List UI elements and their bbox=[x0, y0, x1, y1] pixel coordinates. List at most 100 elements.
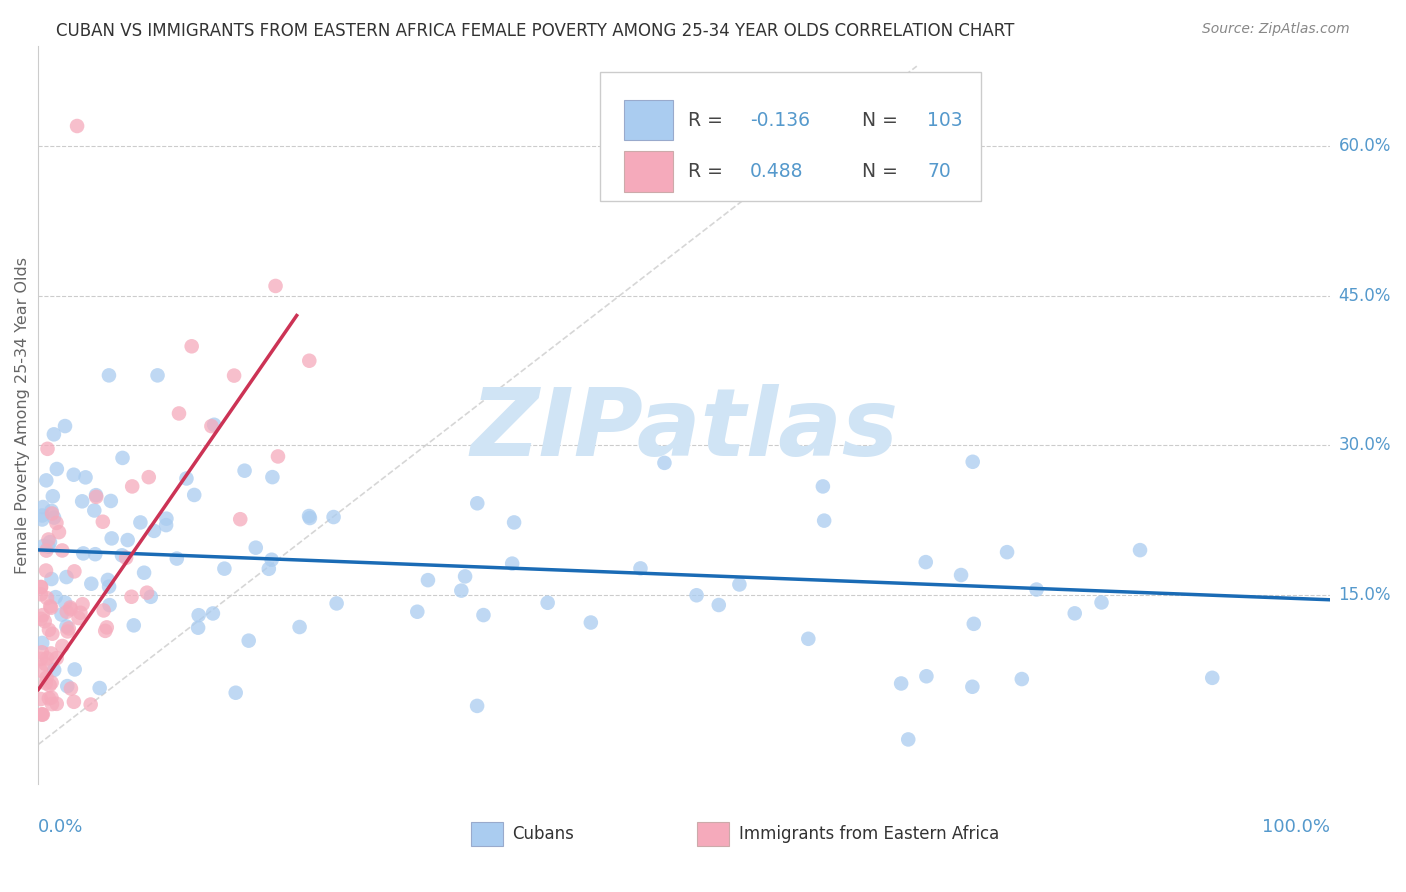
Point bbox=[654, 456, 676, 470]
Point bbox=[35, 564, 58, 578]
Text: ZIPatlas: ZIPatlas bbox=[470, 384, 898, 476]
Point bbox=[187, 608, 209, 623]
Point bbox=[53, 419, 76, 434]
Point bbox=[202, 417, 225, 432]
Point bbox=[728, 577, 751, 591]
Text: 0.0%: 0.0% bbox=[38, 818, 84, 836]
Point bbox=[811, 479, 834, 493]
Point bbox=[97, 368, 120, 383]
Point bbox=[45, 462, 67, 476]
Point bbox=[70, 494, 93, 508]
Point bbox=[63, 695, 86, 709]
Point bbox=[55, 570, 77, 584]
Point bbox=[59, 600, 82, 615]
Point bbox=[31, 512, 53, 526]
Point bbox=[1025, 582, 1047, 597]
Point bbox=[31, 508, 53, 523]
Point bbox=[37, 540, 59, 554]
Point bbox=[89, 681, 111, 695]
Text: N =: N = bbox=[849, 162, 904, 181]
Point bbox=[129, 516, 152, 530]
Point bbox=[111, 450, 134, 465]
Point bbox=[115, 550, 138, 565]
Point bbox=[62, 467, 84, 482]
Text: CUBAN VS IMMIGRANTS FROM EASTERN AFRICA FEMALE POVERTY AMONG 25-34 YEAR OLDS COR: CUBAN VS IMMIGRANTS FROM EASTERN AFRICA … bbox=[56, 22, 1015, 40]
Point bbox=[30, 664, 52, 678]
Point bbox=[35, 676, 58, 690]
Point bbox=[257, 562, 280, 576]
Point bbox=[416, 573, 439, 587]
Point bbox=[454, 569, 477, 583]
Point bbox=[1090, 595, 1112, 609]
Point bbox=[501, 557, 523, 571]
Point bbox=[30, 652, 52, 666]
Point bbox=[72, 546, 94, 560]
Point bbox=[707, 598, 730, 612]
Point bbox=[897, 732, 920, 747]
Point bbox=[30, 587, 52, 601]
Point bbox=[155, 511, 177, 525]
Point bbox=[91, 515, 114, 529]
Point bbox=[30, 580, 52, 594]
Point bbox=[325, 596, 347, 610]
Point bbox=[38, 691, 60, 706]
Text: N =: N = bbox=[849, 111, 904, 129]
Point bbox=[35, 671, 58, 685]
Text: 100.0%: 100.0% bbox=[1263, 818, 1330, 836]
Point bbox=[143, 524, 166, 538]
Point bbox=[214, 561, 236, 575]
Text: Cubans: Cubans bbox=[512, 825, 574, 843]
Point bbox=[35, 543, 58, 558]
Bar bbox=[623, 100, 672, 140]
Point bbox=[39, 647, 62, 661]
Point bbox=[579, 615, 602, 630]
Y-axis label: Female Poverty Among 25-34 Year Olds: Female Poverty Among 25-34 Year Olds bbox=[15, 257, 30, 574]
Point bbox=[111, 549, 134, 563]
Point bbox=[962, 680, 984, 694]
Point bbox=[121, 479, 143, 493]
Point bbox=[100, 494, 122, 508]
Point bbox=[30, 692, 52, 706]
Point bbox=[685, 588, 707, 602]
Point bbox=[298, 509, 321, 524]
Point bbox=[38, 678, 60, 692]
Point bbox=[93, 603, 115, 617]
Point bbox=[167, 407, 190, 421]
Point bbox=[51, 543, 73, 558]
Text: -0.136: -0.136 bbox=[751, 111, 810, 129]
Point bbox=[51, 607, 73, 622]
Point bbox=[962, 455, 984, 469]
Text: 30.0%: 30.0% bbox=[1339, 436, 1391, 454]
Point bbox=[797, 632, 820, 646]
Point bbox=[146, 368, 169, 383]
Point bbox=[915, 669, 938, 683]
Point bbox=[72, 597, 94, 611]
Point bbox=[30, 580, 52, 594]
Point bbox=[31, 645, 53, 659]
Point bbox=[37, 442, 59, 456]
Point bbox=[58, 622, 80, 636]
Point bbox=[41, 690, 63, 705]
Point bbox=[48, 525, 70, 540]
Point bbox=[1011, 672, 1033, 686]
Text: Source: ZipAtlas.com: Source: ZipAtlas.com bbox=[1202, 22, 1350, 37]
Point bbox=[963, 616, 986, 631]
Text: 60.0%: 60.0% bbox=[1339, 137, 1391, 155]
Point bbox=[45, 651, 67, 665]
Point bbox=[1201, 671, 1223, 685]
Point bbox=[406, 605, 429, 619]
Point bbox=[322, 510, 344, 524]
Point bbox=[63, 662, 86, 676]
Point bbox=[31, 608, 53, 623]
FancyBboxPatch shape bbox=[600, 72, 981, 202]
Point bbox=[136, 585, 159, 599]
Point bbox=[132, 566, 155, 580]
Point bbox=[245, 541, 267, 555]
Bar bbox=[471, 822, 503, 846]
Point bbox=[45, 697, 67, 711]
Point bbox=[31, 707, 53, 722]
Point bbox=[39, 600, 62, 615]
Point bbox=[1063, 607, 1085, 621]
Point bbox=[45, 590, 67, 604]
Text: 70: 70 bbox=[927, 162, 950, 181]
